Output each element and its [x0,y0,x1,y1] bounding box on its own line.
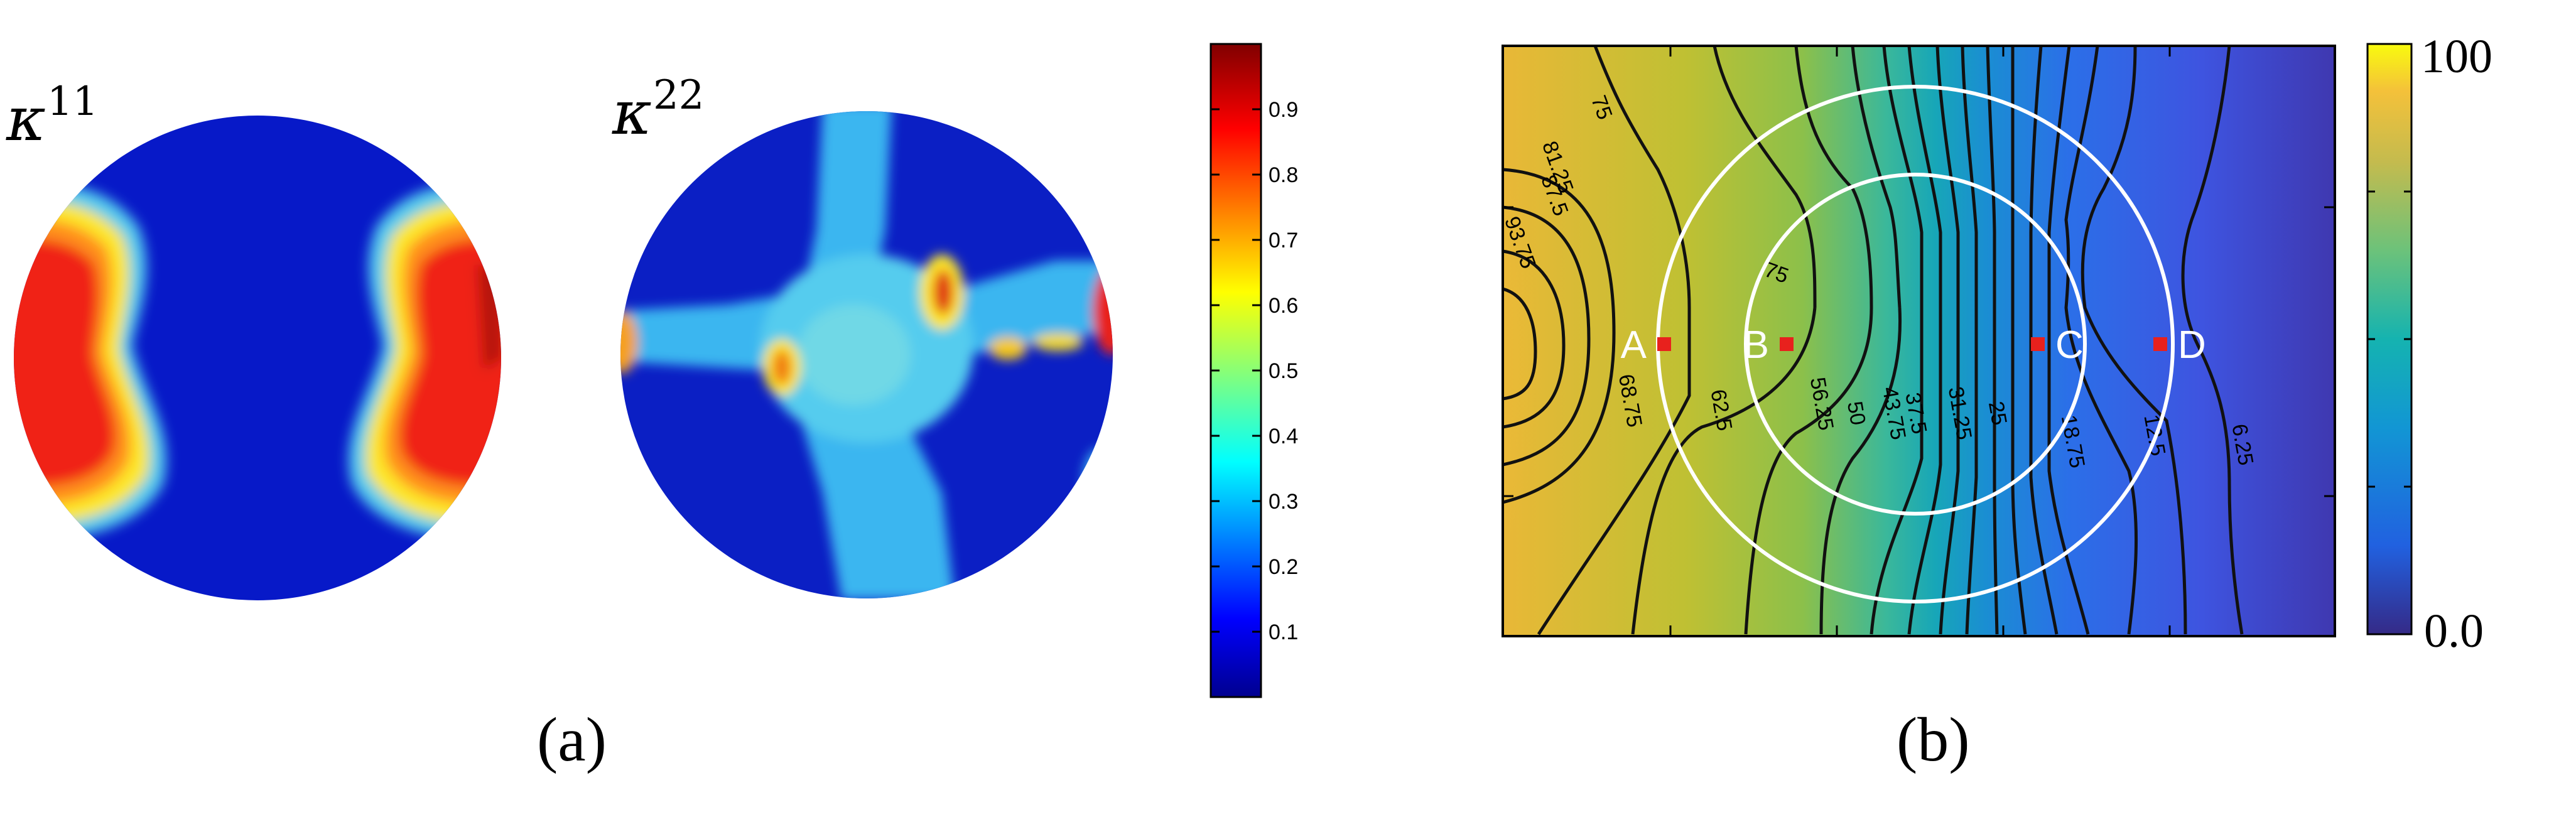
colorbar-a-tick-label: 0.7 [1269,229,1298,252]
colorbar-a-tick-label: 0.2 [1269,555,1298,579]
colorbar-a-tick-label: 0.5 [1269,359,1298,383]
axis-ticks [1503,46,2335,636]
plot-frame [1502,45,2336,637]
kappa11-heatmap [14,116,501,600]
point-label-a: A [1621,323,1647,367]
colorbar-a: 0.1 0.2 0.3 0.4 0.5 0.6 0.7 0.8 0.9 [1210,43,1298,698]
kappa22-superscript: 22 [652,72,705,119]
colorbar-a-tick-label: 0.4 [1269,425,1298,448]
colorbar-a-ticks: 0.1 0.2 0.3 0.4 0.5 0.6 0.7 0.8 0.9 [1211,98,1298,644]
kappa11-symbol: κ [6,84,46,154]
point-marker-d [2153,337,2167,351]
point-label-b: B [1743,323,1769,367]
contour-lines [1503,46,2244,635]
contour-label-text: 50 [1843,399,1870,427]
inner-circle [1744,173,2087,516]
colorbar-a-tick-label: 0.1 [1269,620,1298,644]
colorbar-a-tick-label: 0.3 [1269,490,1298,514]
colorbar-a-tick-label: 0.9 [1269,98,1298,122]
colorbar-a-tick-label: 0.6 [1269,294,1298,318]
kappa11-label: κ11 [6,82,98,149]
contour-label: 25 [1984,399,2011,427]
kappa22-symbol: κ [612,78,652,148]
point-marker-b [1780,337,1794,351]
point-marker-a [1657,337,1671,351]
colorbar-a-tick-label: 0.8 [1269,163,1298,187]
colorbar-b-min-label: 0.0 [2424,605,2484,657]
marker-points: A B C D [1621,323,2206,367]
kappa22-label: κ22 [612,75,704,143]
kappa11-superscript: 11 [46,78,99,125]
caption-b: (b) [1897,705,1970,774]
kappa22-heatmap [620,111,1113,598]
contour-label: 50 [1843,399,1870,427]
point-marker-c [2031,337,2045,351]
point-label-c: C [2055,323,2084,367]
colorbar-b-max-label: 100 [2421,30,2492,83]
point-label-d: D [2178,323,2206,367]
colorbar-b: 100 0.0 [2366,30,2492,657]
contour-label-text: 25 [1984,399,2011,427]
caption-a: (a) [537,705,607,774]
